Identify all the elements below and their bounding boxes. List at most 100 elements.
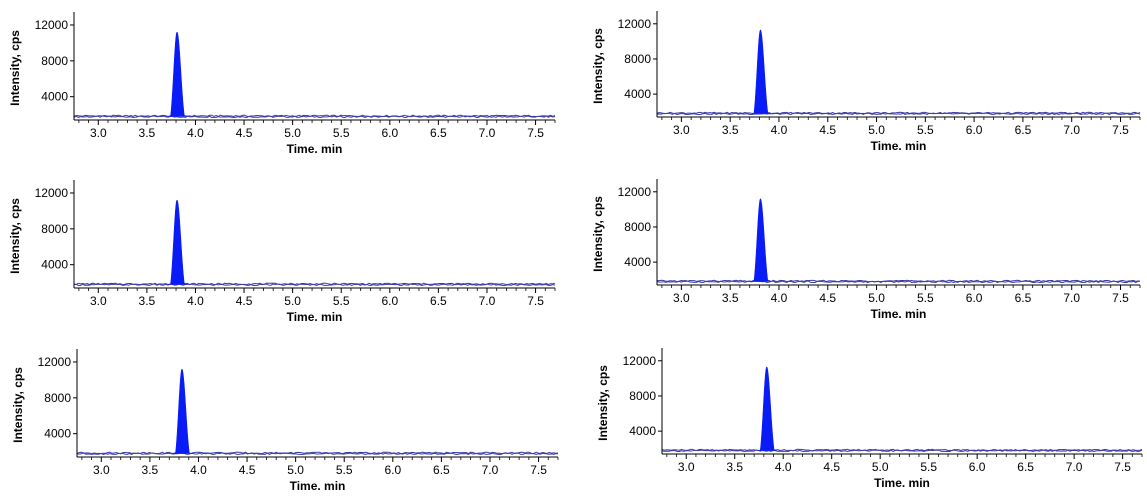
x-tick-label: 6.0 (966, 291, 983, 305)
x-tick-label: 5.0 (287, 463, 304, 477)
y-tick-label: 12000 (618, 185, 652, 199)
x-tick-label: 5.0 (872, 460, 889, 474)
x-tick-label: 4.0 (771, 123, 788, 137)
x-tick-label: 6.5 (430, 294, 447, 308)
y-tick-label: 4000 (624, 255, 651, 269)
x-tick-label: 7.0 (1063, 291, 1080, 305)
y-tick-label: 8000 (41, 54, 68, 68)
x-axis-label: Time. min (287, 310, 343, 324)
chromatogram-panel: 4000 8000 12000 3.0 3.5 4.0 4.5 5.0 5.5 6.0 6.5 7.0… (8, 12, 556, 156)
baseline-trace (656, 112, 1141, 116)
y-tick-label: 12000 (618, 17, 652, 31)
y-tick-label: 12000 (623, 354, 657, 368)
x-tick-label: 4.0 (187, 126, 204, 140)
y-axis-label: Intensity, cps (596, 365, 610, 441)
x-axis-label: Time. min (290, 479, 346, 493)
chromatogram-panel: 4000 8000 12000 3.0 3.5 4.0 4.5 5.0 5.5 6.0 6.5 7.0… (591, 179, 1141, 321)
x-tick-label: 7.5 (1114, 460, 1131, 474)
y-tick-label: 4000 (41, 258, 68, 272)
chromatogram-panel: 4000 8000 12000 3.0 3.5 4.0 4.5 5.0 5.5 6.0 6.5 7.0… (8, 180, 556, 324)
x-tick-label: 5.5 (920, 460, 937, 474)
x-tick-label: 6.5 (1015, 123, 1032, 137)
x-tick-label: 6.0 (381, 294, 398, 308)
x-tick-label: 7.5 (527, 294, 544, 308)
x-tick-label: 6.5 (1015, 291, 1032, 305)
y-tick-label: 12000 (35, 18, 69, 32)
x-tick-label: 4.0 (190, 463, 207, 477)
y-tick-label: 4000 (41, 90, 68, 104)
baseline-trace (656, 280, 1141, 284)
x-tick-label: 4.5 (236, 126, 253, 140)
baseline-trace (73, 115, 556, 119)
peak-area (168, 199, 187, 285)
x-tick-label: 3.0 (90, 294, 107, 308)
y-axis-label: Intensity, cps (8, 30, 22, 106)
x-tick-label: 7.5 (530, 463, 547, 477)
baseline-trace (661, 449, 1143, 453)
baseline-trace (73, 282, 556, 286)
x-tick-label: 7.5 (527, 126, 544, 140)
x-tick-label: 4.5 (819, 291, 836, 305)
x-tick-label: 7.0 (479, 294, 496, 308)
x-tick-label: 6.5 (430, 126, 447, 140)
x-tick-label: 3.0 (90, 126, 107, 140)
x-tick-label: 3.0 (673, 123, 690, 137)
x-tick-label: 6.5 (433, 463, 450, 477)
baseline-trace (661, 448, 1143, 452)
baseline-trace (73, 114, 556, 118)
x-tick-label: 6.0 (969, 460, 986, 474)
x-tick-label: 4.5 (239, 463, 256, 477)
y-tick-label: 4000 (44, 427, 71, 441)
x-tick-label: 5.0 (284, 126, 301, 140)
y-tick-label: 8000 (624, 52, 651, 66)
x-tick-label: 3.5 (139, 294, 156, 308)
peak-area (758, 366, 777, 451)
x-tick-label: 5.0 (868, 291, 885, 305)
x-tick-label: 3.5 (726, 460, 743, 474)
y-tick-label: 12000 (38, 355, 72, 369)
baseline-trace (76, 451, 559, 455)
x-tick-label: 3.5 (139, 126, 156, 140)
x-tick-label: 4.0 (775, 460, 792, 474)
y-axis-label: Intensity, cps (591, 196, 605, 272)
peak-area (173, 368, 192, 454)
baseline-trace (656, 111, 1141, 115)
x-tick-label: 5.5 (336, 463, 353, 477)
x-tick-label: 7.0 (1063, 123, 1080, 137)
chromatogram-panel: 4000 8000 12000 3.0 3.5 4.0 4.5 5.0 5.5 6.0 6.5 7.0… (11, 349, 559, 493)
baseline-trace (76, 452, 559, 456)
x-tick-label: 4.5 (819, 123, 836, 137)
x-tick-label: 4.0 (771, 291, 788, 305)
x-tick-label: 5.5 (333, 126, 350, 140)
chromatogram-panel: 4000 8000 12000 3.0 3.5 4.0 4.5 5.0 5.5 6.0 6.5 7.0… (591, 11, 1141, 153)
y-tick-label: 8000 (624, 220, 651, 234)
x-tick-label: 5.0 (868, 123, 885, 137)
x-tick-label: 3.0 (678, 460, 695, 474)
y-axis-label: Intensity, cps (591, 28, 605, 104)
x-tick-label: 6.0 (384, 463, 401, 477)
x-tick-label: 4.5 (823, 460, 840, 474)
x-tick-label: 6.0 (381, 126, 398, 140)
y-axis-label: Intensity, cps (8, 198, 22, 274)
y-tick-label: 8000 (629, 389, 656, 403)
x-tick-label: 4.5 (236, 294, 253, 308)
x-tick-label: 7.0 (482, 463, 499, 477)
x-tick-label: 3.5 (142, 463, 159, 477)
y-tick-label: 8000 (44, 391, 71, 405)
x-tick-label: 6.0 (966, 123, 983, 137)
x-tick-label: 7.0 (479, 126, 496, 140)
y-tick-label: 8000 (41, 222, 68, 236)
x-axis-label: Time. min (874, 476, 930, 490)
y-axis-label: Intensity, cps (11, 367, 25, 443)
y-tick-label: 4000 (629, 424, 656, 438)
x-tick-label: 5.0 (284, 294, 301, 308)
baseline-trace (656, 279, 1141, 283)
x-tick-label: 7.5 (1112, 291, 1129, 305)
x-tick-label: 3.5 (722, 291, 739, 305)
x-axis-label: Time. min (287, 142, 343, 156)
y-tick-label: 12000 (35, 186, 69, 200)
x-tick-label: 5.5 (333, 294, 350, 308)
x-axis-label: Time. min (871, 307, 927, 321)
y-tick-label: 4000 (624, 87, 651, 101)
x-tick-label: 7.0 (1066, 460, 1083, 474)
